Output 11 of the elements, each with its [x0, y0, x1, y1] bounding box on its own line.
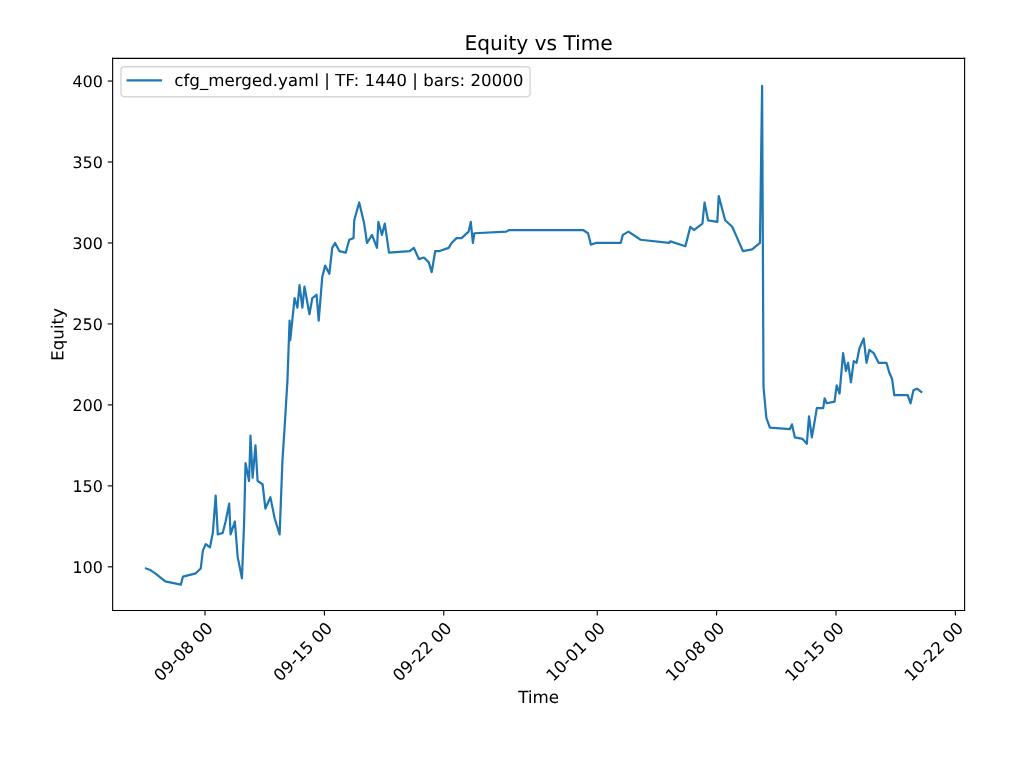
y-tick-label: 350	[73, 156, 102, 169]
y-tick-label: 100	[74, 561, 102, 574]
x-axis-title: Time	[518, 690, 559, 704]
y-tick-label: 200	[73, 399, 102, 412]
y-tick-label: 400	[73, 75, 102, 88]
y-axis-title: Equity	[50, 308, 67, 360]
y-tick-label: 150	[74, 480, 102, 493]
y-tick-label: 300	[73, 237, 102, 250]
chart-title: Equity vs Time	[466, 34, 612, 55]
legend-label: cfg_merged.yaml | TF: 1440 | bars: 20000	[175, 73, 523, 91]
y-tick-label: 250	[73, 318, 102, 331]
